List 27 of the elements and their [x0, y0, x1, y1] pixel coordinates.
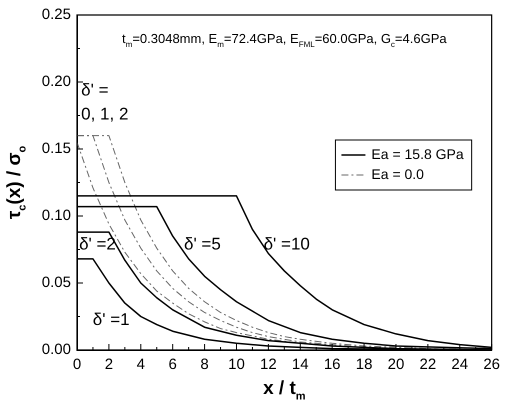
x-tick-label: 24: [451, 356, 468, 374]
annotation: δ' = 0, 1, 2: [81, 80, 128, 124]
annotation: δ' =1: [92, 310, 130, 329]
y-tick-label: 0.00: [42, 341, 71, 358]
legend-label: Ea = 15.8 GPa: [371, 146, 464, 162]
y-tick-label: 0.25: [42, 6, 71, 24]
y-tick-label: 0.05: [42, 274, 71, 292]
x-tick-label: 16: [324, 356, 341, 374]
y-tick-label: 0.10: [42, 207, 71, 224]
annotation: δ' =10: [264, 234, 310, 254]
x-tick-label: 20: [388, 356, 404, 374]
x-tick-label: 2: [104, 356, 114, 374]
annotation: δ' =5: [184, 234, 221, 254]
x-tick-label: 26: [483, 356, 500, 374]
legend-label: Ea = 0.0: [371, 166, 424, 182]
x-tick-label: 14: [292, 356, 309, 374]
x-tick-label: 0: [72, 356, 82, 374]
y-tick-label: 0.15: [42, 140, 71, 158]
x-tick-label: 6: [168, 356, 177, 374]
x-tick-label: 8: [200, 356, 209, 374]
x-tick-label: 10: [228, 356, 245, 374]
y-axis-title: τc(x) / σo: [4, 146, 29, 220]
y-tick-label: 0.20: [42, 73, 71, 90]
x-tick-label: 22: [420, 356, 436, 374]
x-tick-label: 4: [136, 356, 145, 374]
x-tick-label: 12: [260, 356, 277, 374]
x-tick-label: 18: [356, 356, 372, 374]
